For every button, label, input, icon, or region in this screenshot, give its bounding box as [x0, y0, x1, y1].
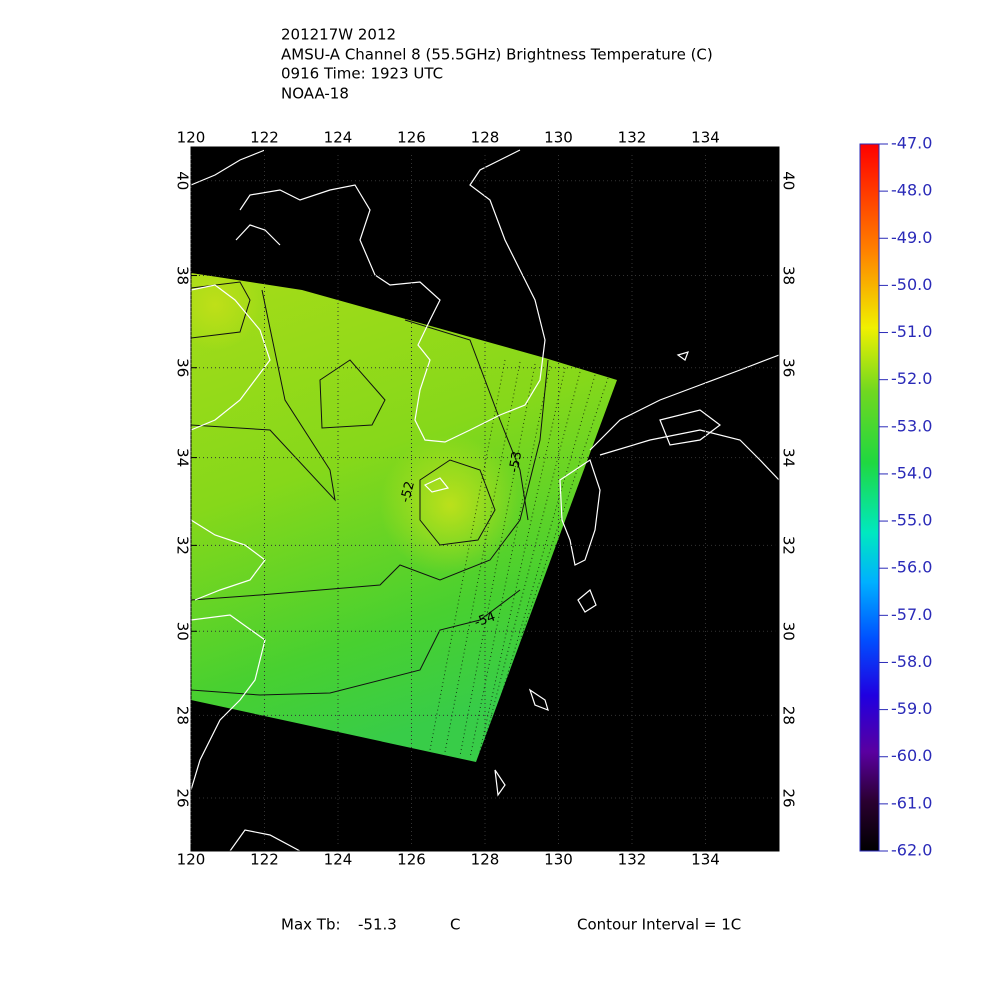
colorbar-label: -52.0 — [891, 369, 932, 388]
colorbar-label: -47.0 — [891, 134, 932, 153]
title-block: 201217W 2012 AMSU-A Channel 8 (55.5GHz) … — [281, 26, 713, 103]
colorbar — [859, 143, 880, 852]
y-tick-label: 30 — [780, 622, 798, 641]
x-tick-label: 122 — [250, 851, 279, 869]
colorbar-label: -62.0 — [891, 841, 932, 860]
x-tick-label: 120 — [177, 129, 206, 147]
colorbar-label: -49.0 — [891, 228, 932, 247]
y-tick-label: 38 — [780, 266, 798, 285]
x-tick-label: 124 — [324, 129, 353, 147]
colorbar-label: -58.0 — [891, 652, 932, 671]
x-tick-label: 120 — [177, 851, 206, 869]
x-tick-label: 130 — [544, 129, 573, 147]
colorbar-label: -57.0 — [891, 605, 932, 624]
title-line: NOAA-18 — [281, 85, 349, 103]
x-tick-label: 130 — [544, 851, 573, 869]
x-tick-label: 126 — [397, 129, 426, 147]
y-tick-label: 36 — [780, 358, 798, 377]
colorbar-label: -51.0 — [891, 322, 932, 341]
x-tick-label: 132 — [618, 851, 647, 869]
title-line: 201217W 2012 — [281, 26, 396, 44]
map-layer — [191, 149, 779, 851]
y-tick-label: 26 — [174, 789, 192, 808]
colorbar-label: -61.0 — [891, 793, 932, 812]
max-tb-unit: C — [450, 916, 460, 934]
title-line: 0916 Time: 1923 UTC — [281, 65, 443, 83]
y-tick-label: 40 — [174, 171, 192, 190]
contour-interval: Contour Interval = 1C — [577, 916, 741, 934]
y-tick-label: 28 — [780, 706, 798, 725]
title-line: AMSU-A Channel 8 (55.5GHz) Brightness Te… — [281, 46, 713, 64]
x-tick-label: 128 — [471, 129, 500, 147]
y-tick-label: 30 — [174, 622, 192, 641]
x-tick-label: 126 — [397, 851, 426, 869]
x-tick-label: 122 — [250, 129, 279, 147]
colorbar-label: -60.0 — [891, 746, 932, 765]
colorbar-label: -56.0 — [891, 558, 932, 577]
y-tick-label: 34 — [780, 448, 798, 467]
x-tick-label: 124 — [324, 851, 353, 869]
colorbar-label: -50.0 — [891, 275, 932, 294]
contour-label: -54 — [472, 609, 497, 630]
y-tick-label: 40 — [780, 171, 798, 190]
hatching — [429, 359, 609, 761]
y-tick-label: 36 — [174, 358, 192, 377]
coastlines — [191, 149, 779, 851]
colorbar-label: -48.0 — [891, 181, 932, 200]
max-tb-value: -51.3 — [358, 916, 397, 934]
x-tick-label: 128 — [471, 851, 500, 869]
contour-label: -53 — [507, 450, 525, 474]
colorbar-label: -59.0 — [891, 699, 932, 718]
colorbar-label: -55.0 — [891, 511, 932, 530]
y-tick-label: 38 — [174, 266, 192, 285]
contour-label: -52 — [398, 480, 418, 504]
y-tick-label: 32 — [174, 536, 192, 555]
y-tick-label: 32 — [780, 536, 798, 555]
y-tick-label: 34 — [174, 448, 192, 467]
x-tick-label: 134 — [691, 851, 720, 869]
x-tick-label: 132 — [618, 129, 647, 147]
y-tick-label: 28 — [174, 706, 192, 725]
y-tick-label: 26 — [780, 789, 798, 808]
contours — [191, 281, 549, 696]
footer: Max Tb: -51.3 C Contour Interval = 1C — [281, 916, 741, 934]
colorbar-label: -53.0 — [891, 416, 932, 435]
colorbar-label: -54.0 — [891, 463, 932, 482]
x-tick-label: 134 — [691, 129, 720, 147]
max-tb-label: Max Tb: — [281, 916, 341, 934]
